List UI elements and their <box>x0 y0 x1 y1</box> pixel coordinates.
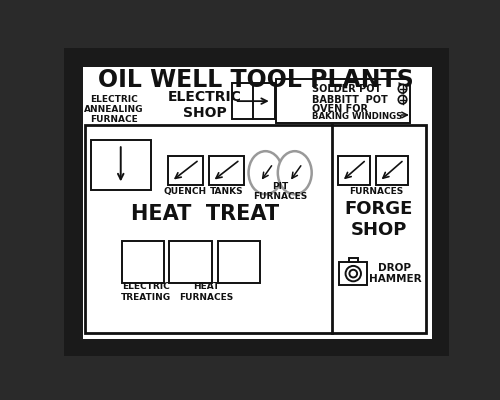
Text: BABBITT  POT: BABBITT POT <box>312 94 388 104</box>
Bar <box>64 48 83 356</box>
Ellipse shape <box>248 151 282 194</box>
Bar <box>208 156 244 185</box>
Text: ELECTRIC
SHOP: ELECTRIC SHOP <box>168 90 242 120</box>
Text: SOLDER POT: SOLDER POT <box>312 84 381 94</box>
Bar <box>122 240 164 283</box>
Text: HEAT  TREAT: HEAT TREAT <box>130 204 278 224</box>
Circle shape <box>350 270 357 278</box>
Text: OIL WELL TOOL PLANTS: OIL WELL TOOL PLANTS <box>98 68 414 92</box>
Text: OVEN FOR: OVEN FOR <box>312 104 368 114</box>
Text: DROP
HAMMER: DROP HAMMER <box>368 263 421 284</box>
Text: FURNACES: FURNACES <box>349 188 404 196</box>
Bar <box>64 339 449 356</box>
Text: PIT
FURNACES: PIT FURNACES <box>253 182 307 201</box>
Bar <box>276 79 410 124</box>
Ellipse shape <box>278 151 312 194</box>
Bar <box>64 48 449 67</box>
Bar <box>168 156 203 185</box>
Text: BAKING WINDINGS: BAKING WINDINGS <box>312 112 402 121</box>
Bar <box>432 48 449 356</box>
Text: TANKS: TANKS <box>210 187 243 196</box>
Bar <box>232 84 274 119</box>
Circle shape <box>398 84 407 93</box>
Text: ELECTRIC
ANNEALING
FURNACE: ELECTRIC ANNEALING FURNACE <box>84 95 144 124</box>
Circle shape <box>346 266 361 281</box>
Bar <box>83 67 432 339</box>
Text: QUENCH: QUENCH <box>164 187 207 196</box>
Bar <box>169 240 212 283</box>
Circle shape <box>398 95 407 104</box>
Bar <box>338 156 370 185</box>
Bar <box>90 140 151 190</box>
Text: HEAT
FURNACES: HEAT FURNACES <box>179 282 234 302</box>
Text: ELECTRIC
TREATING: ELECTRIC TREATING <box>121 282 171 302</box>
Bar <box>218 240 260 283</box>
Bar <box>340 262 367 285</box>
Bar <box>376 156 408 185</box>
Bar <box>86 125 426 333</box>
Bar <box>348 258 358 262</box>
Text: FORGE
SHOP: FORGE SHOP <box>344 200 413 239</box>
